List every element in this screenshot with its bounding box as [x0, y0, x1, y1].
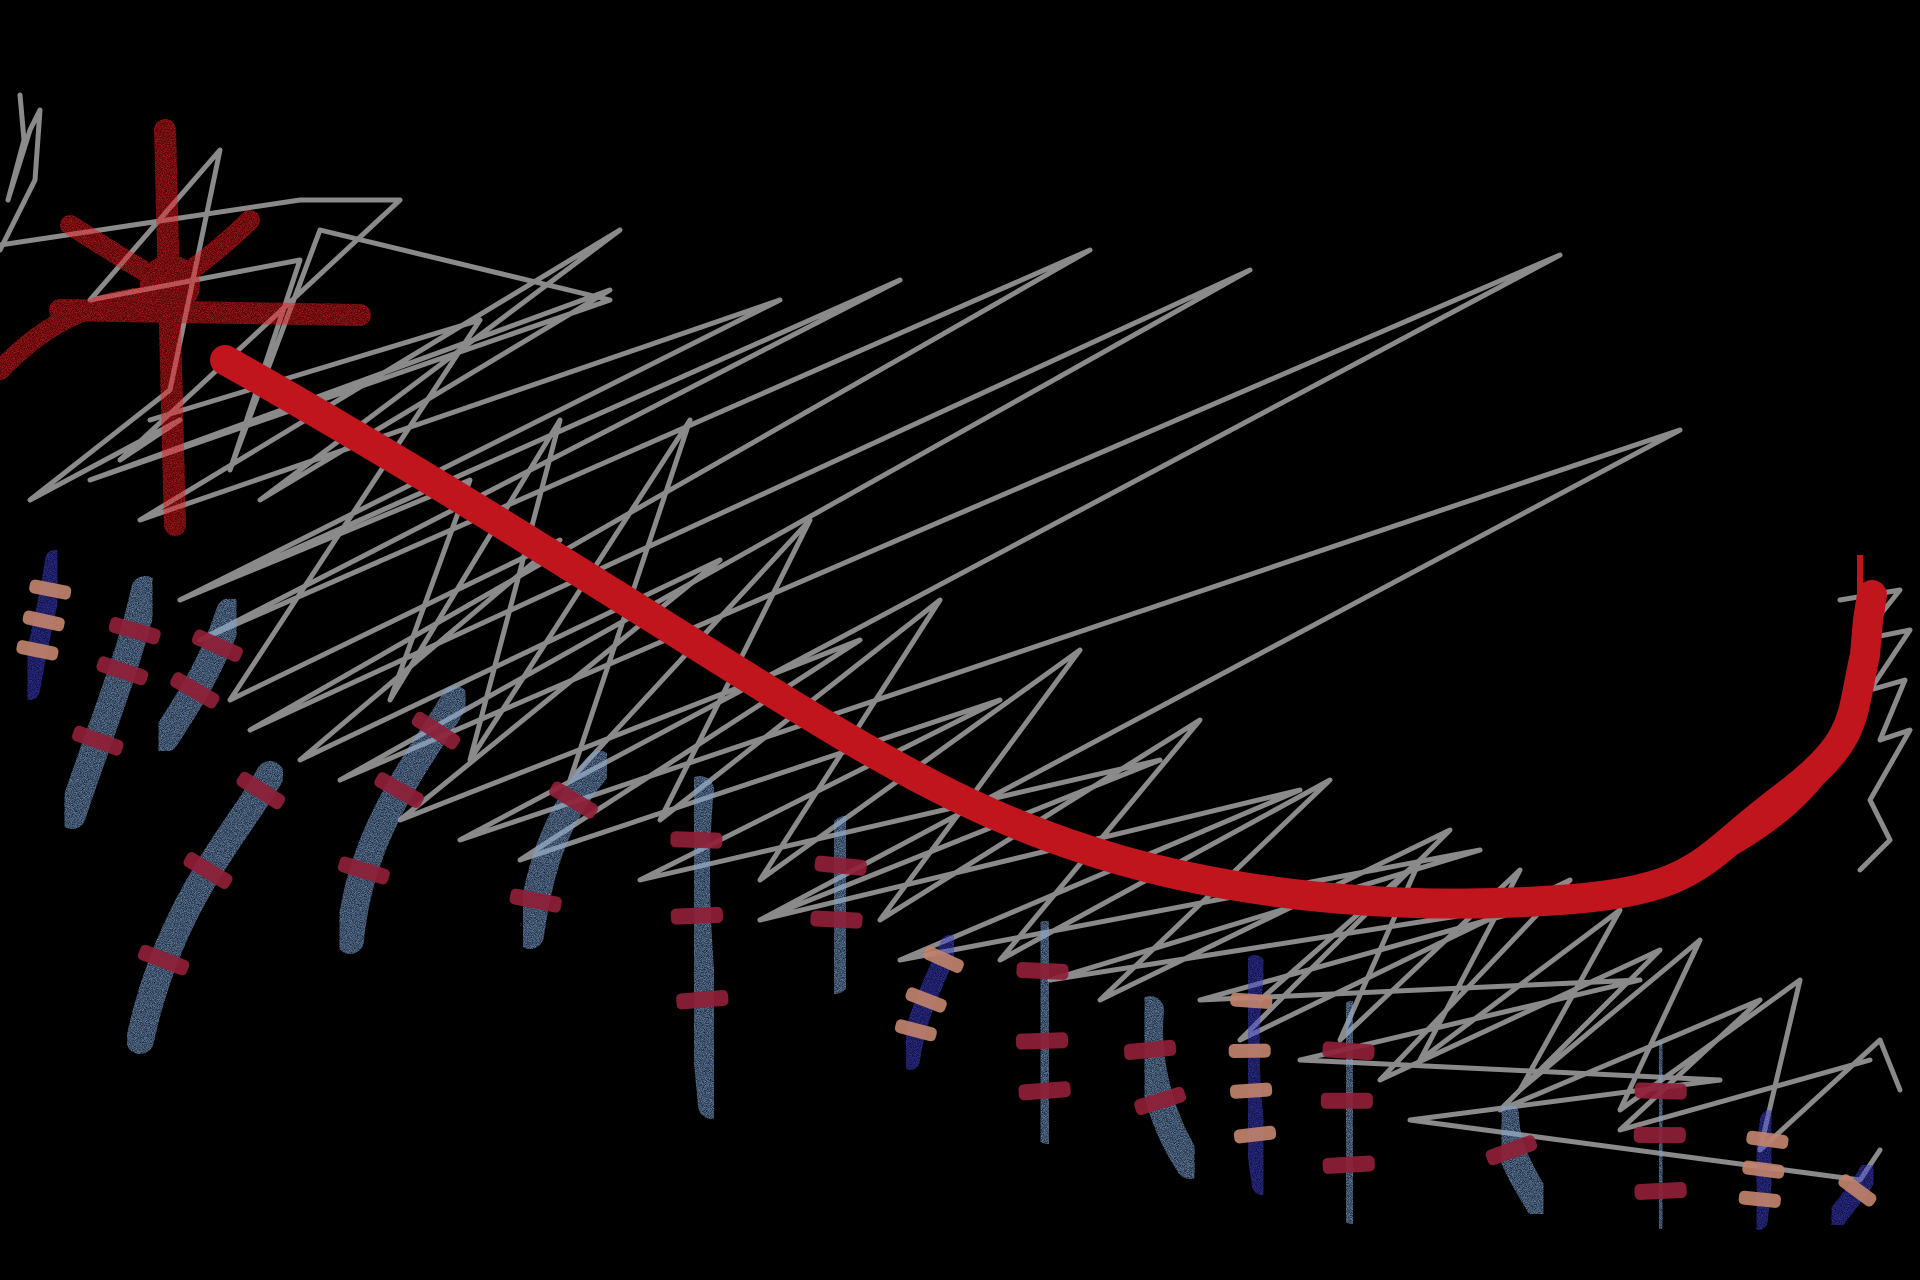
- segment-8: [810, 816, 867, 994]
- segment-10-band-1: [1016, 961, 1069, 980]
- segment-10-band-3: [1018, 1081, 1071, 1101]
- segment-3-band-2: [170, 672, 220, 709]
- segment-4-band-2: [183, 852, 233, 890]
- segment-11-body: [1135, 996, 1204, 1179]
- segment-15-band-1: [1634, 1082, 1687, 1100]
- segment-6-band-2: [509, 888, 562, 913]
- segment-13-band-3: [1322, 1155, 1375, 1174]
- segment-11-band-1: [1123, 1039, 1177, 1060]
- segment-2-band-1: [108, 616, 161, 645]
- segment-5-band-1: [411, 711, 461, 750]
- segment-17-body: [1825, 1160, 1880, 1230]
- segment-14-band-1: [1485, 1135, 1538, 1166]
- segment-4: [126, 761, 286, 1054]
- star-left-arc: [0, 285, 175, 380]
- segment-7: [670, 776, 729, 1119]
- segment-14: [1485, 1101, 1554, 1219]
- segment-12-band-4: [1233, 1125, 1277, 1144]
- star-center: [140, 255, 200, 315]
- segment-5: [336, 686, 469, 954]
- segment-15-band-3: [1634, 1182, 1687, 1200]
- segment-15: [1633, 1041, 1687, 1229]
- segment-12-band-2: [1228, 1043, 1271, 1058]
- segment-10: [1015, 921, 1071, 1144]
- segment-group: [16, 550, 1880, 1230]
- segment-13-band-2: [1320, 1092, 1373, 1109]
- scribble-top-band: [0, 147, 1683, 923]
- segment-14-body: [1491, 1101, 1554, 1219]
- segment-16-band-3: [1738, 1190, 1781, 1208]
- segment-3-band-1: [191, 629, 243, 662]
- segment-2-body: [58, 576, 159, 829]
- segment-16: [1738, 1110, 1789, 1230]
- segment-15-band-2: [1633, 1126, 1686, 1144]
- segment-2-band-3: [72, 725, 124, 756]
- segment-9-band-3: [894, 1019, 937, 1042]
- segment-7-body: [681, 776, 726, 1119]
- segment-2-band-2: [96, 656, 149, 686]
- segment-1-band-2: [22, 610, 65, 632]
- segment-12-band-1: [1230, 992, 1273, 1009]
- segment-9-band-2: [905, 987, 947, 1013]
- segment-6-band-1: [549, 781, 598, 819]
- segment-13-band-1: [1322, 1041, 1375, 1061]
- segment-11-band-2: [1134, 1086, 1187, 1116]
- segment-9: [894, 935, 964, 1070]
- star-vertical: [154, 119, 186, 536]
- segment-7-band-2: [670, 906, 724, 925]
- segment-12-band-3: [1230, 1082, 1273, 1099]
- segment-8-band-2: [810, 910, 863, 929]
- segment-3-body: [151, 598, 244, 752]
- segment-1: [16, 550, 72, 700]
- scribble-left-edge: [0, 92, 43, 253]
- segment-10-body: [1027, 921, 1062, 1144]
- red-main-stroke: [210, 345, 1887, 919]
- segment-9-band-1: [923, 946, 964, 973]
- segment-3: [151, 598, 244, 752]
- segment-17-band-1: [1838, 1174, 1877, 1207]
- segment-5-band-2: [374, 772, 424, 808]
- segment-1-band-1: [29, 579, 72, 600]
- segment-13: [1320, 1001, 1375, 1224]
- segment-7-band-3: [676, 989, 729, 1010]
- segment-8-band-1: [814, 855, 867, 876]
- segment-2: [58, 576, 161, 829]
- segment-17: [1825, 1160, 1880, 1230]
- segment-5-body: [336, 686, 469, 954]
- segment-6-body: [516, 751, 614, 949]
- segment-1-band-3: [16, 640, 59, 661]
- segment-12: [1228, 955, 1277, 1195]
- red-main-stroke-tail: [1696, 646, 1870, 874]
- segment-5-band-3: [337, 856, 390, 885]
- scribble-middle-band: [147, 317, 1883, 1183]
- segment-4-band-1: [236, 771, 286, 810]
- segment-10-band-2: [1015, 1032, 1069, 1050]
- segment-7-band-1: [670, 831, 723, 849]
- segment-16-band-1: [1746, 1130, 1789, 1149]
- segment-16-band-2: [1742, 1160, 1785, 1179]
- segment-11: [1123, 996, 1204, 1179]
- segment-4-band-3: [137, 944, 190, 976]
- segment-6: [509, 751, 614, 949]
- segment-8-body: [821, 816, 859, 994]
- red-star-icon: [0, 119, 371, 536]
- segment-12-body: [1239, 955, 1272, 1195]
